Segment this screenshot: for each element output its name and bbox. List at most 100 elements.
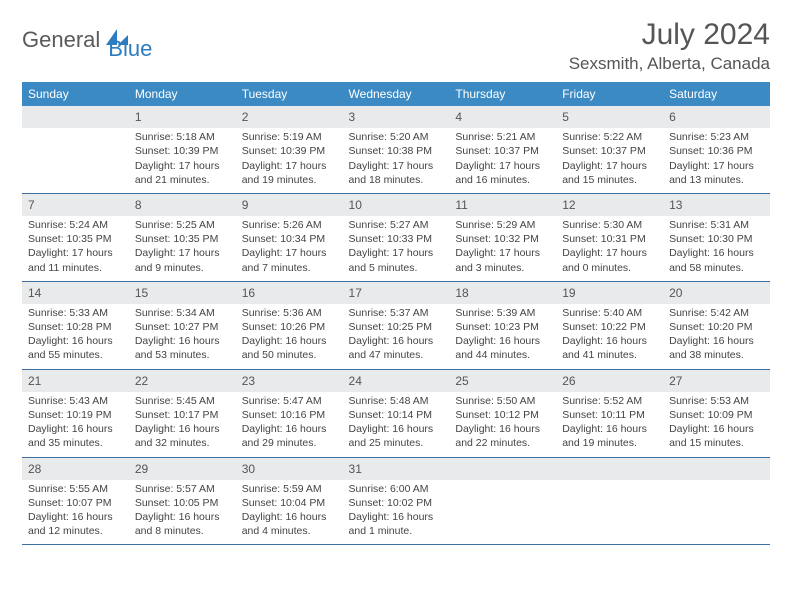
day-number: 4 (449, 106, 556, 128)
day-cell: 15Sunrise: 5:34 AMSunset: 10:27 PMDaylig… (129, 281, 236, 369)
day-cell (449, 457, 556, 545)
day-number: 23 (236, 370, 343, 392)
day-body: Sunrise: 5:55 AMSunset: 10:07 PMDaylight… (22, 480, 129, 545)
day-number (22, 106, 129, 128)
week-row: 21Sunrise: 5:43 AMSunset: 10:19 PMDaylig… (22, 369, 770, 457)
day-line: Daylight: 16 hours (135, 510, 230, 524)
day-body: Sunrise: 5:27 AMSunset: 10:33 PMDaylight… (343, 216, 450, 281)
logo: General Blue (22, 18, 152, 62)
day-line: Sunset: 10:34 PM (242, 232, 337, 246)
calendar-body: 1Sunrise: 5:18 AMSunset: 10:39 PMDayligh… (22, 106, 770, 545)
day-line: Sunrise: 5:24 AM (28, 218, 123, 232)
day-line: Daylight: 17 hours (562, 246, 657, 260)
day-line: Sunset: 10:36 PM (669, 144, 764, 158)
day-number: 26 (556, 370, 663, 392)
day-line: Sunrise: 5:40 AM (562, 306, 657, 320)
day-line: Sunset: 10:09 PM (669, 408, 764, 422)
day-line: and 1 minute. (349, 524, 444, 538)
day-number: 5 (556, 106, 663, 128)
day-body: Sunrise: 5:18 AMSunset: 10:39 PMDaylight… (129, 128, 236, 193)
day-number: 20 (663, 282, 770, 304)
week-row: 1Sunrise: 5:18 AMSunset: 10:39 PMDayligh… (22, 106, 770, 193)
day-line: Sunset: 10:16 PM (242, 408, 337, 422)
day-line: Sunset: 10:32 PM (455, 232, 550, 246)
day-line: Sunset: 10:39 PM (242, 144, 337, 158)
day-line: Sunrise: 5:33 AM (28, 306, 123, 320)
day-body: Sunrise: 5:33 AMSunset: 10:28 PMDaylight… (22, 304, 129, 369)
day-line: and 41 minutes. (562, 348, 657, 362)
day-body: Sunrise: 5:22 AMSunset: 10:37 PMDaylight… (556, 128, 663, 193)
day-line: Sunrise: 5:20 AM (349, 130, 444, 144)
day-line: Daylight: 17 hours (349, 159, 444, 173)
day-line: Sunset: 10:35 PM (28, 232, 123, 246)
day-line: Sunrise: 5:36 AM (242, 306, 337, 320)
day-body: Sunrise: 5:25 AMSunset: 10:35 PMDaylight… (129, 216, 236, 281)
day-line: and 35 minutes. (28, 436, 123, 450)
day-number: 3 (343, 106, 450, 128)
day-header: Wednesday (343, 82, 450, 106)
day-number: 30 (236, 458, 343, 480)
day-line: and 25 minutes. (349, 436, 444, 450)
day-number: 31 (343, 458, 450, 480)
day-cell: 10Sunrise: 5:27 AMSunset: 10:33 PMDaylig… (343, 193, 450, 281)
week-row: 7Sunrise: 5:24 AMSunset: 10:35 PMDayligh… (22, 193, 770, 281)
day-number: 12 (556, 194, 663, 216)
day-number (663, 458, 770, 480)
day-cell: 18Sunrise: 5:39 AMSunset: 10:23 PMDaylig… (449, 281, 556, 369)
day-line: Daylight: 16 hours (135, 422, 230, 436)
day-line: Sunset: 10:35 PM (135, 232, 230, 246)
day-line: Sunrise: 5:23 AM (669, 130, 764, 144)
day-number: 11 (449, 194, 556, 216)
day-body: Sunrise: 5:47 AMSunset: 10:16 PMDaylight… (236, 392, 343, 457)
day-line: Sunset: 10:22 PM (562, 320, 657, 334)
day-line: Sunrise: 5:31 AM (669, 218, 764, 232)
day-line: Sunset: 10:14 PM (349, 408, 444, 422)
day-line: and 50 minutes. (242, 348, 337, 362)
day-body: Sunrise: 6:00 AMSunset: 10:02 PMDaylight… (343, 480, 450, 545)
day-body: Sunrise: 5:40 AMSunset: 10:22 PMDaylight… (556, 304, 663, 369)
day-header-row: SundayMondayTuesdayWednesdayThursdayFrid… (22, 82, 770, 106)
day-line: Daylight: 17 hours (242, 246, 337, 260)
day-body: Sunrise: 5:37 AMSunset: 10:25 PMDaylight… (343, 304, 450, 369)
week-row: 14Sunrise: 5:33 AMSunset: 10:28 PMDaylig… (22, 281, 770, 369)
day-line: Daylight: 16 hours (669, 422, 764, 436)
day-cell: 23Sunrise: 5:47 AMSunset: 10:16 PMDaylig… (236, 369, 343, 457)
day-line: Sunrise: 5:29 AM (455, 218, 550, 232)
day-line: Sunrise: 5:18 AM (135, 130, 230, 144)
day-line: Sunset: 10:07 PM (28, 496, 123, 510)
day-line: Sunrise: 5:34 AM (135, 306, 230, 320)
day-line: Daylight: 16 hours (455, 422, 550, 436)
day-number: 8 (129, 194, 236, 216)
day-line: Daylight: 16 hours (242, 510, 337, 524)
day-line: Sunset: 10:33 PM (349, 232, 444, 246)
day-number: 14 (22, 282, 129, 304)
day-body: Sunrise: 5:52 AMSunset: 10:11 PMDaylight… (556, 392, 663, 457)
day-cell (22, 106, 129, 193)
day-cell: 16Sunrise: 5:36 AMSunset: 10:26 PMDaylig… (236, 281, 343, 369)
day-line: Daylight: 16 hours (669, 246, 764, 260)
day-body: Sunrise: 5:43 AMSunset: 10:19 PMDaylight… (22, 392, 129, 457)
day-line: Sunrise: 5:37 AM (349, 306, 444, 320)
day-body: Sunrise: 5:53 AMSunset: 10:09 PMDaylight… (663, 392, 770, 457)
day-body: Sunrise: 5:31 AMSunset: 10:30 PMDaylight… (663, 216, 770, 281)
day-body: Sunrise: 5:34 AMSunset: 10:27 PMDaylight… (129, 304, 236, 369)
day-line: Daylight: 16 hours (135, 334, 230, 348)
logo-text-blue: Blue (108, 18, 152, 62)
day-header: Saturday (663, 82, 770, 106)
day-body: Sunrise: 5:29 AMSunset: 10:32 PMDaylight… (449, 216, 556, 281)
day-line: Sunrise: 5:50 AM (455, 394, 550, 408)
day-number: 16 (236, 282, 343, 304)
day-line: Daylight: 16 hours (562, 334, 657, 348)
day-line: Sunrise: 5:26 AM (242, 218, 337, 232)
day-line: Daylight: 16 hours (242, 422, 337, 436)
day-line: Sunset: 10:37 PM (562, 144, 657, 158)
day-line: and 16 minutes. (455, 173, 550, 187)
day-line: and 19 minutes. (562, 436, 657, 450)
day-number (449, 458, 556, 480)
day-line: Daylight: 16 hours (455, 334, 550, 348)
day-body: Sunrise: 5:57 AMSunset: 10:05 PMDaylight… (129, 480, 236, 545)
day-line: Daylight: 17 hours (455, 159, 550, 173)
day-body: Sunrise: 5:30 AMSunset: 10:31 PMDaylight… (556, 216, 663, 281)
day-cell: 29Sunrise: 5:57 AMSunset: 10:05 PMDaylig… (129, 457, 236, 545)
day-line: and 18 minutes. (349, 173, 444, 187)
